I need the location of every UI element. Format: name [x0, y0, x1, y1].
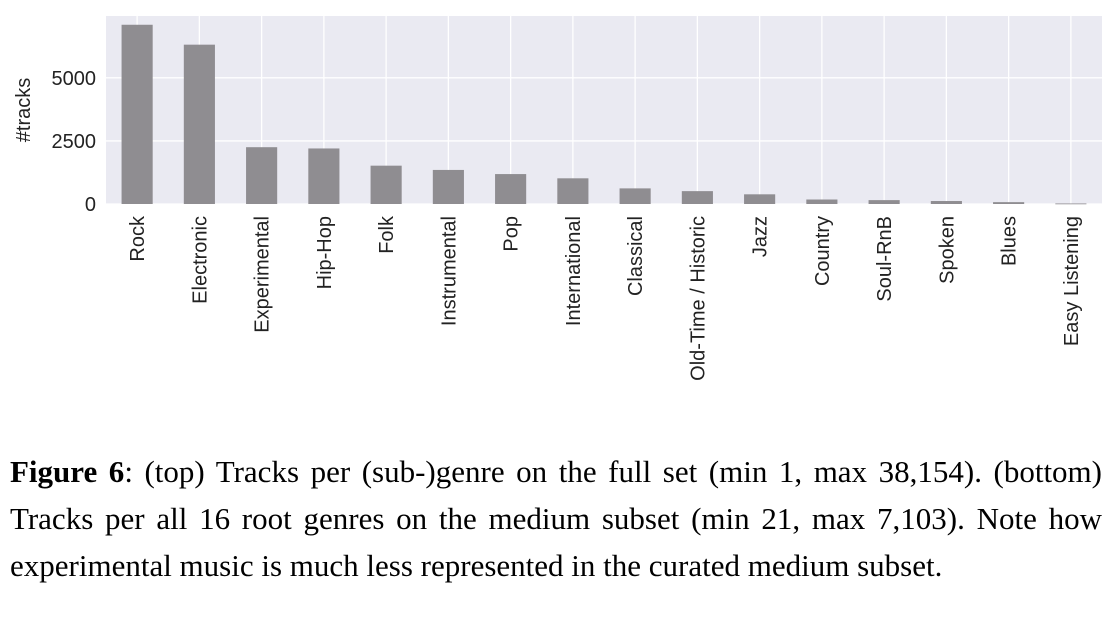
bar-experimental — [246, 147, 278, 204]
bars — [121, 24, 1087, 205]
bar-blues — [993, 202, 1025, 204]
x-tick-label: Electronic — [189, 216, 211, 304]
y-tick-label: 2500 — [52, 131, 97, 153]
bar-easy-listening — [1055, 203, 1087, 205]
caption-text: : (top) Tracks per (sub-)genre on the fu… — [10, 454, 1102, 583]
x-tick-label: Rock — [127, 215, 149, 262]
x-tick-label: Classical — [625, 216, 647, 296]
y-axis-ticks: 0 2500 5000 — [52, 68, 97, 216]
bar-spoken — [930, 201, 962, 204]
x-axis-ticks: Rock Electronic Experimental Hip-Hop Folk Ins… — [127, 215, 1083, 381]
y-axis-label: #tracks — [13, 78, 35, 142]
bar-chart: 0 2500 5000 Rock Electronic Experimental Hip-… — [13, 16, 1102, 381]
y-tick-label: 0 — [85, 194, 96, 216]
bar-international — [557, 178, 589, 204]
x-tick-label: Blues — [999, 216, 1021, 266]
bar-electronic — [183, 44, 215, 205]
figure-label: Figure 6 — [10, 454, 125, 489]
x-tick-label: Old-Time / Historic — [687, 216, 709, 381]
bar-old-time-historic — [681, 191, 713, 204]
x-tick-label: Jazz — [750, 216, 772, 257]
x-tick-label: Easy Listening — [1061, 216, 1083, 346]
bar-folk — [370, 165, 402, 204]
bar-classical — [619, 188, 651, 204]
x-tick-label: Soul-RnB — [874, 216, 896, 302]
y-tick-label: 5000 — [52, 68, 97, 90]
x-tick-label: Instrumental — [438, 216, 460, 326]
x-tick-label: Country — [812, 216, 834, 286]
x-tick-label: Experimental — [252, 216, 274, 333]
bar-jazz — [744, 194, 776, 204]
bar-pop — [495, 174, 527, 204]
x-tick-label: Spoken — [936, 216, 958, 284]
bar-country — [806, 199, 838, 204]
figure-caption: Figure 6: (top) Tracks per (sub-)genre o… — [10, 448, 1102, 589]
x-tick-label: Hip-Hop — [314, 216, 336, 289]
x-tick-label: International — [563, 216, 585, 326]
bar-instrumental — [432, 169, 464, 204]
grid-lines — [106, 16, 1102, 205]
bar-soul-rnb — [868, 200, 900, 204]
bar-hip-hop — [308, 148, 340, 204]
bar-rock — [121, 24, 153, 204]
x-tick-label: Folk — [376, 215, 398, 254]
x-tick-label: Pop — [501, 216, 523, 252]
